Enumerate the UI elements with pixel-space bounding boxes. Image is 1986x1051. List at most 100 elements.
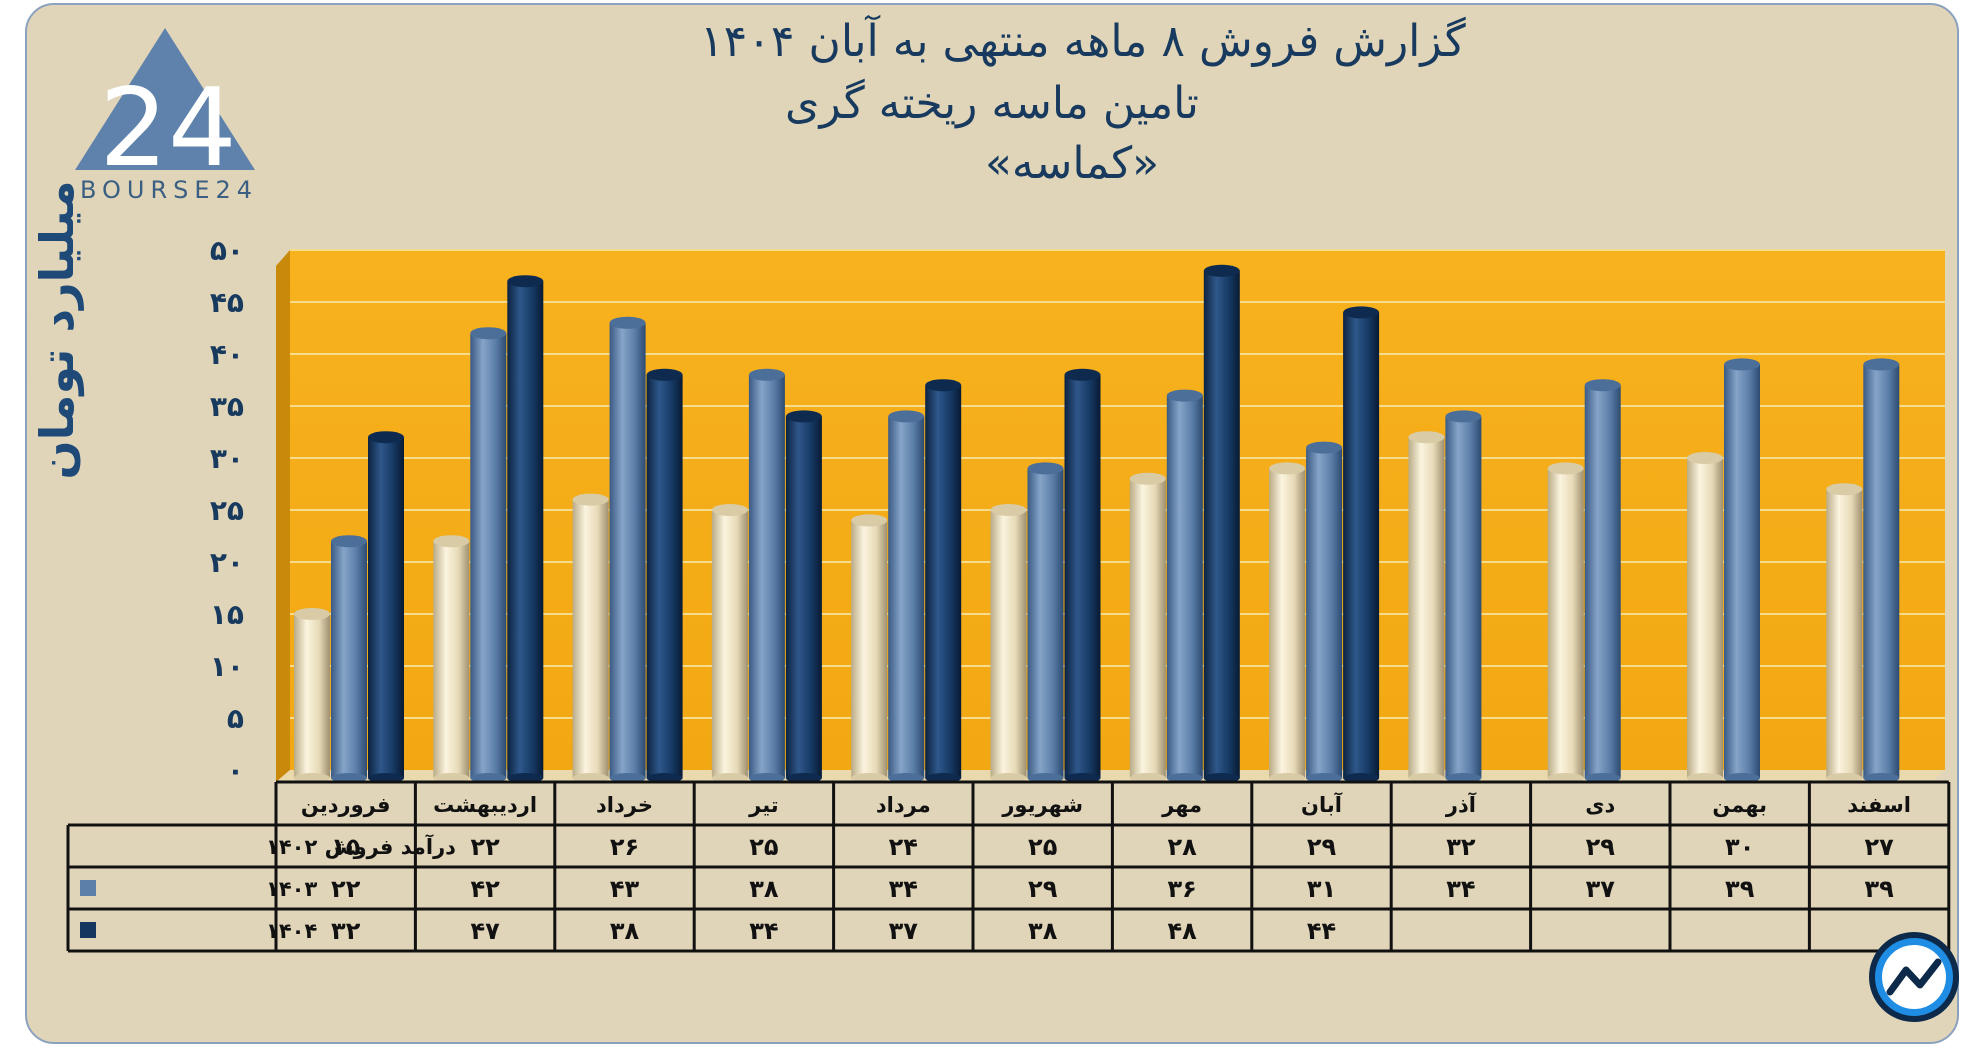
bar-1402: [711, 510, 748, 778]
category-label: خرداد: [596, 793, 653, 817]
y-tick-label: ۳۰: [210, 442, 244, 475]
bar-1403: [1027, 468, 1064, 778]
table-value-1402: ۳۰: [1725, 833, 1754, 861]
category-label: تیر: [748, 793, 779, 817]
table-value-1402: ۱۵: [331, 833, 360, 861]
bar-cap-1404: [646, 368, 683, 381]
table-value-1402: ۲۲: [470, 833, 500, 861]
bourse24-logo: 24: [75, 28, 255, 191]
y-tick-label: ۲۰: [210, 546, 244, 579]
bar-1402: [851, 520, 888, 778]
bar-cap-1403: [888, 410, 925, 423]
category-label: اسفند: [1847, 793, 1911, 817]
y-axis-ticks: ۰ ۵ ۱۰ ۱۵ ۲۰ ۲۵ ۳۰ ۳۵ ۴۰ ۴۵ ۵۰: [210, 234, 244, 787]
category-label: مرداد: [876, 793, 931, 817]
table-value-1403: ۳۹: [1864, 875, 1894, 903]
table-value-1402: ۲۵: [1028, 833, 1057, 861]
category-label: بهمن: [1712, 793, 1767, 817]
table-value-1402: ۲۵: [749, 833, 778, 861]
bar-cap-1402: [1129, 472, 1166, 485]
bar-1403: [1306, 447, 1343, 778]
bar-1403: [609, 322, 646, 778]
plot-left-wall: [276, 250, 290, 782]
bar-1402: [1547, 468, 1584, 778]
table-value-1404: ۳۸: [610, 917, 640, 945]
bar-1402: [572, 499, 609, 778]
bar-cap-1402: [572, 493, 609, 506]
table-value-1404: ۳۸: [1028, 917, 1058, 945]
table-value-1404: ۳۴: [749, 917, 778, 945]
table-value-1403: ۲۹: [1028, 875, 1058, 903]
table-value-1403: ۳۹: [1725, 875, 1755, 903]
data-table: فروردین اردیبهشت خرداد تیر مرداد شهریور مهر آبا…: [66, 780, 1951, 953]
bar-1404: [646, 374, 683, 778]
bar-cap-1403: [331, 535, 367, 548]
table-value-1403: ۳۸: [749, 875, 779, 903]
table-value-1404: ۴۸: [1167, 917, 1197, 945]
y-tick-label: ۳۵: [210, 390, 244, 423]
y-tick-label: ۴۵: [210, 286, 244, 319]
legend-label-1404: ۱۴۰۴: [266, 919, 317, 943]
category-label: اردیبهشت: [433, 793, 537, 817]
table-value-1404: ۴۷: [470, 917, 500, 945]
bar-1402: [294, 614, 330, 778]
bar-cap-1402: [851, 514, 888, 527]
legend-label-1403: ۱۴۰۳: [266, 877, 317, 901]
bar-cap-1403: [609, 316, 646, 329]
title-line-2: تامین ماسه ریخته گری: [785, 78, 1199, 129]
table-value-1403: ۴۲: [470, 875, 500, 903]
category-label: آبان: [1301, 792, 1343, 817]
category-label: مهر: [1161, 793, 1202, 817]
table-value-1402: ۲۸: [1167, 833, 1197, 861]
bar-cap-1403: [1724, 358, 1760, 371]
bar-1402: [1408, 437, 1445, 778]
legend-swatch-1404: [80, 922, 96, 938]
bar-1403: [1724, 364, 1760, 778]
bar-cap-1404: [507, 275, 544, 288]
category-label: فروردین: [301, 793, 391, 817]
gridlines: [290, 249, 1945, 719]
category-label: دی: [1585, 793, 1615, 817]
bar-cap-1402: [990, 504, 1027, 516]
legend-label-1402: درآمد فروش ۱۴۰۲: [266, 834, 456, 859]
bar-1404: [1343, 312, 1380, 778]
logo-wordmark: BOURSE24: [79, 176, 259, 204]
table-value-1402: ۲۴: [889, 833, 918, 861]
bar-cap-1403: [1584, 379, 1621, 392]
bar-1402: [1687, 458, 1723, 778]
table-value-1402: ۲۷: [1864, 833, 1894, 861]
bar-1403: [888, 416, 925, 778]
bar-1404: [1203, 270, 1240, 778]
bar-1402: [1129, 478, 1166, 778]
bar-cap-1402: [294, 608, 330, 620]
bar-1403: [1584, 385, 1621, 778]
table-value-1403: ۳۶: [1167, 875, 1196, 903]
table-value-1402: ۳۲: [1446, 833, 1476, 861]
bar-1402: [433, 541, 470, 778]
bar-cap-1403: [1445, 410, 1482, 423]
plot-floor: [276, 770, 1945, 782]
bar-cap-1404: [925, 379, 962, 392]
y-tick-label: ۲۵: [210, 494, 244, 527]
table-value-1404: ۴۴: [1307, 917, 1336, 945]
title-line-3: «کماسه»: [985, 138, 1160, 189]
bar-1403: [1445, 416, 1482, 778]
bar-1403: [748, 374, 785, 778]
bar-1404: [368, 437, 404, 778]
table-value-1403: ۳۱: [1307, 875, 1336, 903]
bar-cap-1404: [368, 431, 404, 444]
category-label: شهریور: [1001, 793, 1083, 817]
bar-cap-1403: [470, 327, 507, 340]
trend-badge-icon: [1869, 932, 1959, 1022]
table-value-1403: ۳۴: [1446, 875, 1475, 903]
bar-cap-1404: [785, 410, 822, 423]
title-line-1: گزارش فروش ۸ ماهه منتهی به آبان ۱۴۰۴: [700, 16, 1466, 67]
y-tick-label: ۴۰: [210, 338, 244, 371]
logo-triangle: [75, 28, 255, 170]
y-tick-label: ۱۵: [210, 598, 244, 631]
bar-1403: [1166, 395, 1203, 778]
bar-cap-1402: [1687, 452, 1723, 464]
bar-cap-1404: [1343, 306, 1380, 319]
